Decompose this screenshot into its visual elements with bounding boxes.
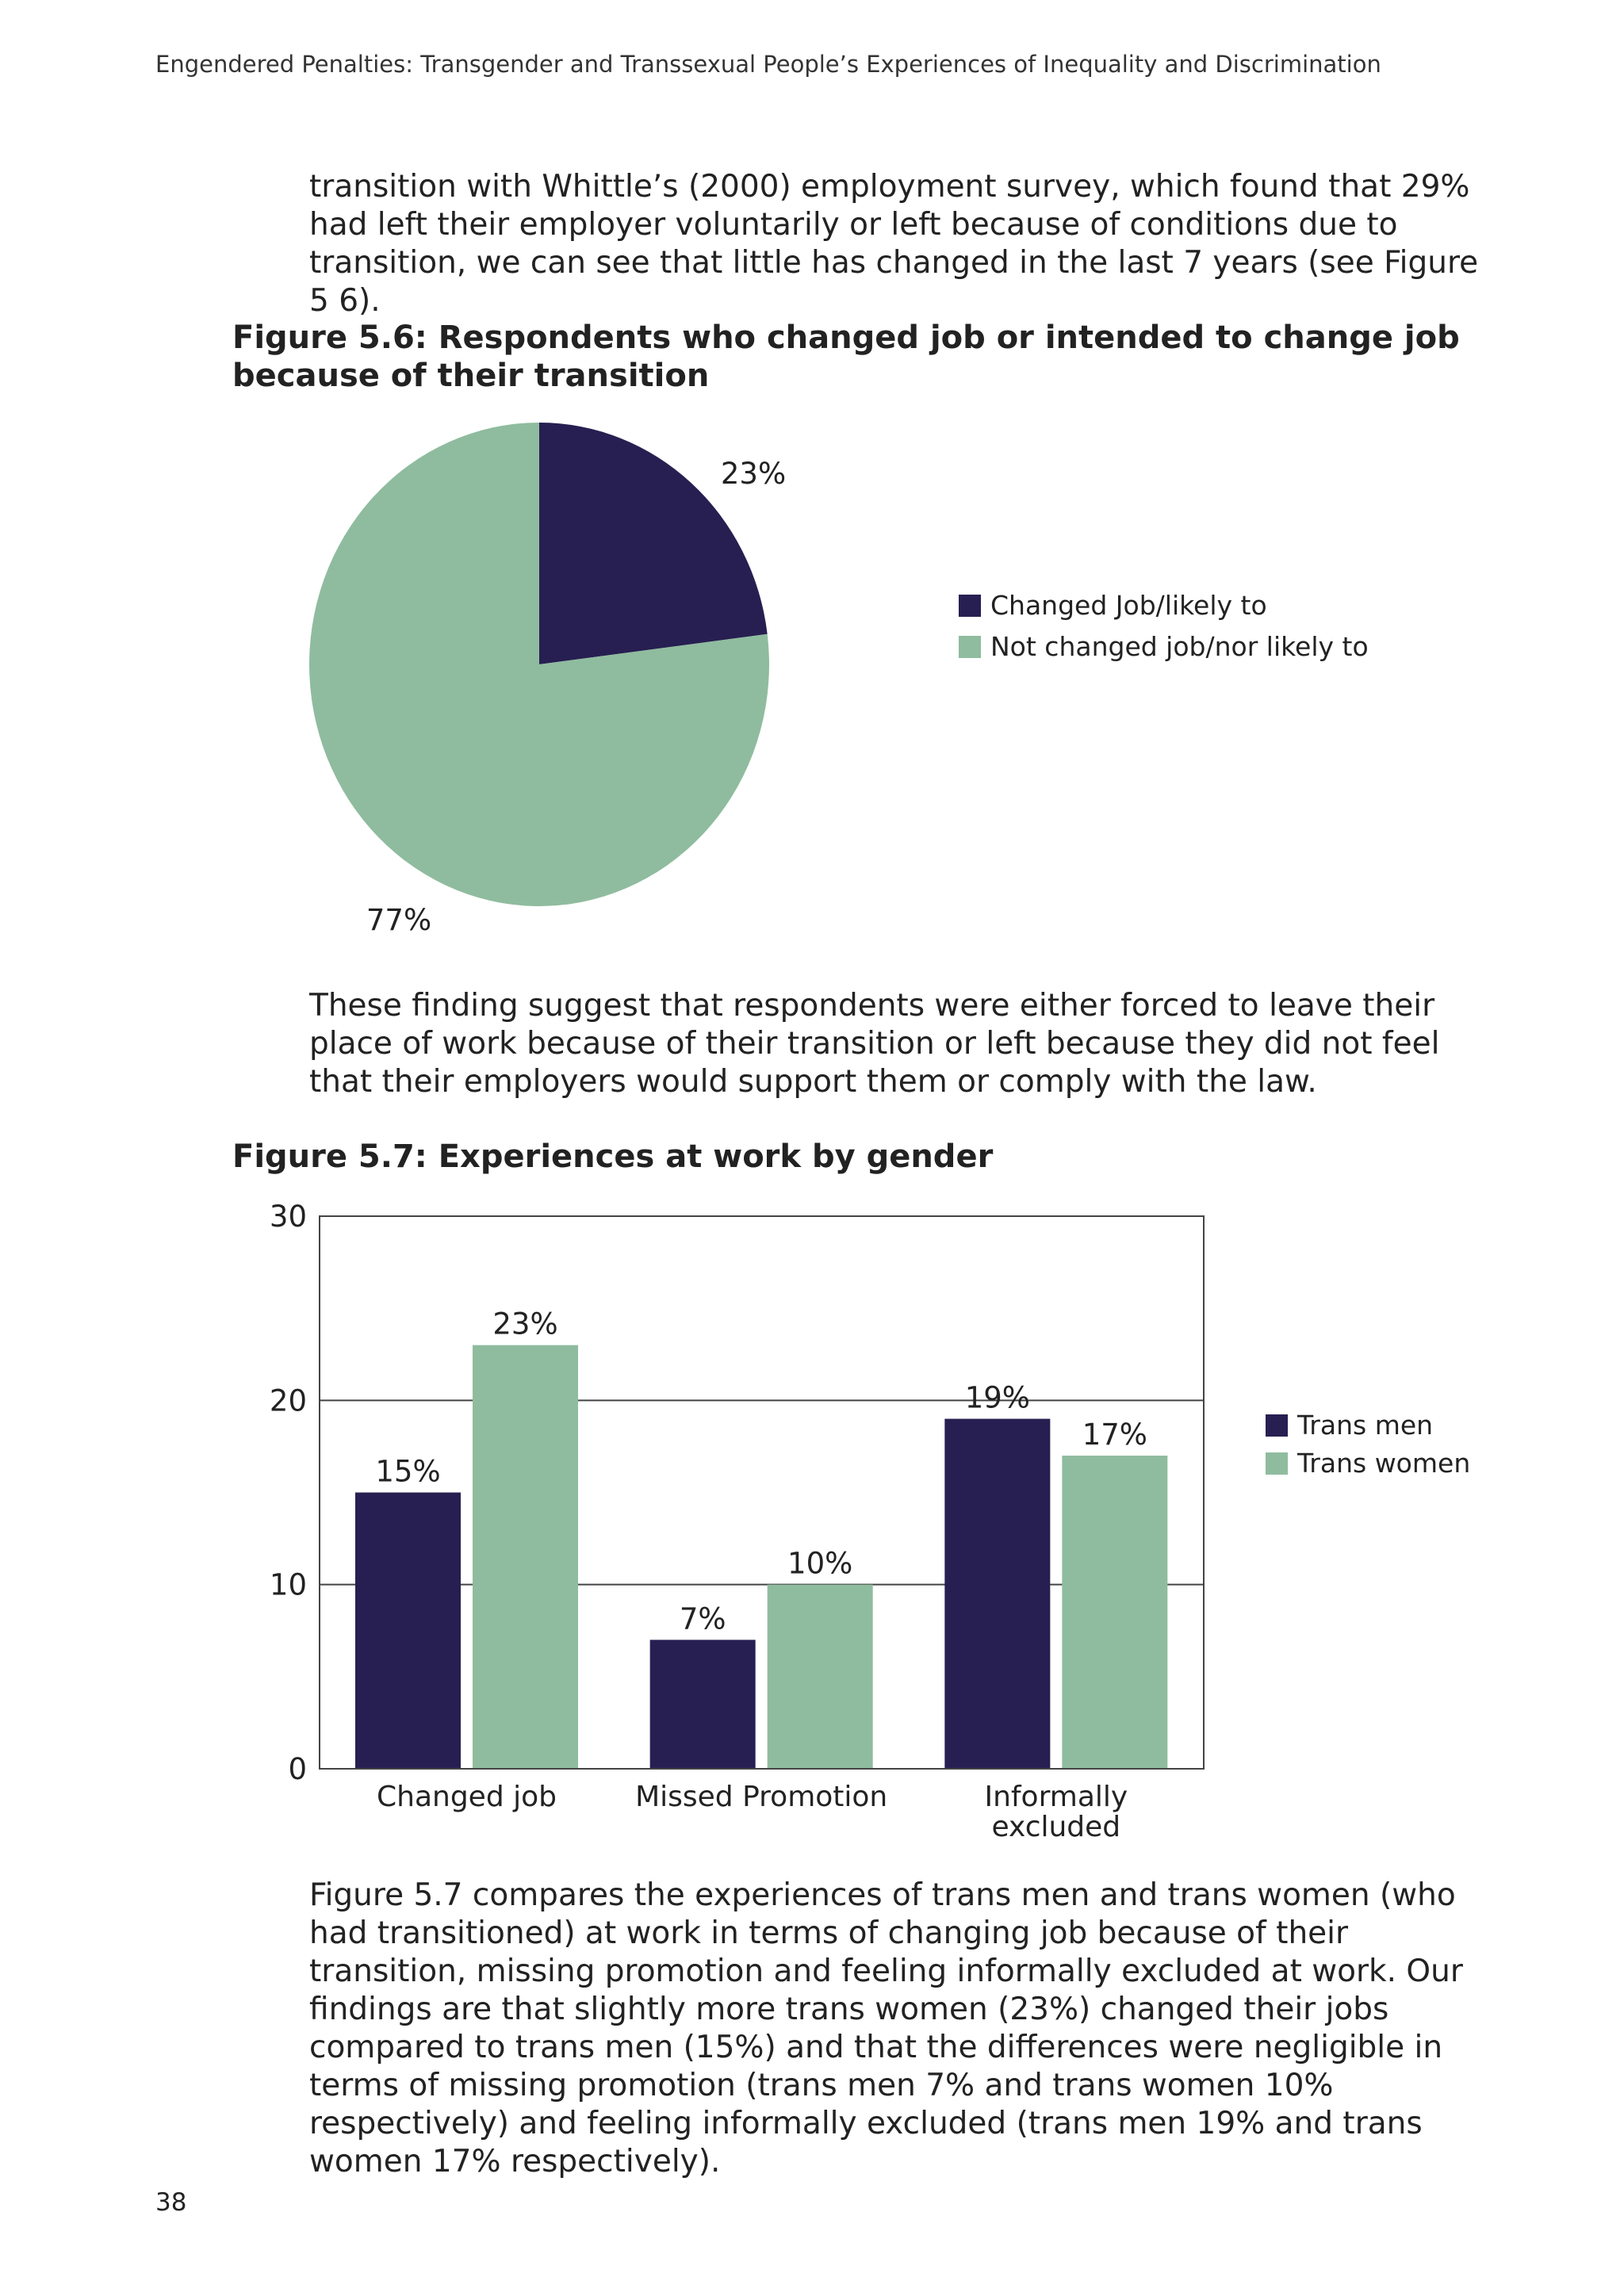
bar-2-1 [1062, 1456, 1168, 1769]
bar-x-label-1-0: Missed Promotion [635, 1781, 887, 1813]
pie-chart: 23% 77% Changed Job/likely to Not change… [308, 423, 1369, 937]
bar-data-label-2-1: 17% [1082, 1418, 1147, 1452]
bar-legend-swatch-trans-men [1266, 1414, 1288, 1437]
bar-marks [355, 1345, 1168, 1769]
bar-x-label-2-1: excluded [992, 1811, 1121, 1843]
bar-y-tick-20: 20 [270, 1383, 307, 1418]
figure-5-7-title: Figure 5.7: Experiences at work by gende… [232, 1138, 994, 1175]
pie-data-label-not-changed-job: 77% [366, 903, 431, 937]
bar-x-axis-labels: Changed job Missed Promotion Informallyexc… [377, 1781, 1128, 1843]
bar-data-label-2-0: 19% [965, 1381, 1030, 1415]
bar-data-label-0-0: 15% [375, 1455, 440, 1489]
bar-y-axis-ticks: 0 10 20 30 [270, 1200, 307, 1786]
pie-legend-label-changed-job: Changed Job/likely to [990, 590, 1267, 621]
bar-data-label-1-1: 10% [787, 1547, 852, 1581]
bar-x-label-2-0: Informally [984, 1781, 1128, 1813]
body-paragraph-3: Figure 5.7 compares the experiences of t… [309, 1877, 1463, 2179]
pie-slice-changed-job [539, 423, 768, 664]
bar-0-0 [355, 1492, 461, 1769]
pie-legend-label-not-changed-job: Not changed job/nor likely to [990, 631, 1369, 662]
bar-data-label-0-1: 23% [492, 1307, 557, 1341]
pie-data-label-changed-job: 23% [721, 457, 786, 491]
bar-legend-label-trans-men: Trans men [1297, 1410, 1433, 1441]
pie-legend-swatch-changed-job [959, 595, 981, 617]
figure-5-6-title: Figure 5.6: Respondents who changed job … [232, 320, 1460, 394]
bar-2-0 [944, 1418, 1051, 1769]
running-header: Engendered Penalties: Transgender and Tr… [155, 51, 1381, 78]
bar-legend-swatch-trans-women [1266, 1452, 1288, 1475]
pie-legend-swatch-not-changed-job [959, 636, 981, 658]
bar-y-tick-0: 0 [288, 1752, 307, 1786]
body-paragraph-2: These finding suggest that respondents w… [309, 988, 1440, 1100]
bar-data-label-1-0: 7% [680, 1601, 726, 1636]
body-paragraph-1: transition with Whittle’s (2000) employm… [309, 169, 1479, 319]
bar-1-1 [767, 1584, 873, 1769]
bar-1-0 [649, 1640, 756, 1769]
bar-legend: Trans men Trans women [1266, 1410, 1470, 1479]
bar-data-labels: 15% 23% 7% 10% 19% 17% [375, 1307, 1147, 1636]
pie-legend: Changed Job/likely to Not changed job/no… [959, 590, 1369, 662]
pie-slice-not-changed-job [308, 423, 769, 906]
bar-y-tick-30: 30 [270, 1200, 307, 1234]
bar-x-label-0-0: Changed job [377, 1781, 557, 1813]
bar-0-1 [473, 1345, 578, 1769]
page-number: 38 [155, 2188, 187, 2217]
bar-plot-frame [319, 1215, 1205, 1770]
bar-gridlines [320, 1399, 1204, 1586]
bar-legend-label-trans-women: Trans women [1297, 1448, 1470, 1479]
bar-chart: 0 10 20 30 15% 23% 7% 10% 19% 17% Changed job Mis… [270, 1200, 1470, 1843]
bar-y-tick-10: 10 [270, 1568, 307, 1602]
